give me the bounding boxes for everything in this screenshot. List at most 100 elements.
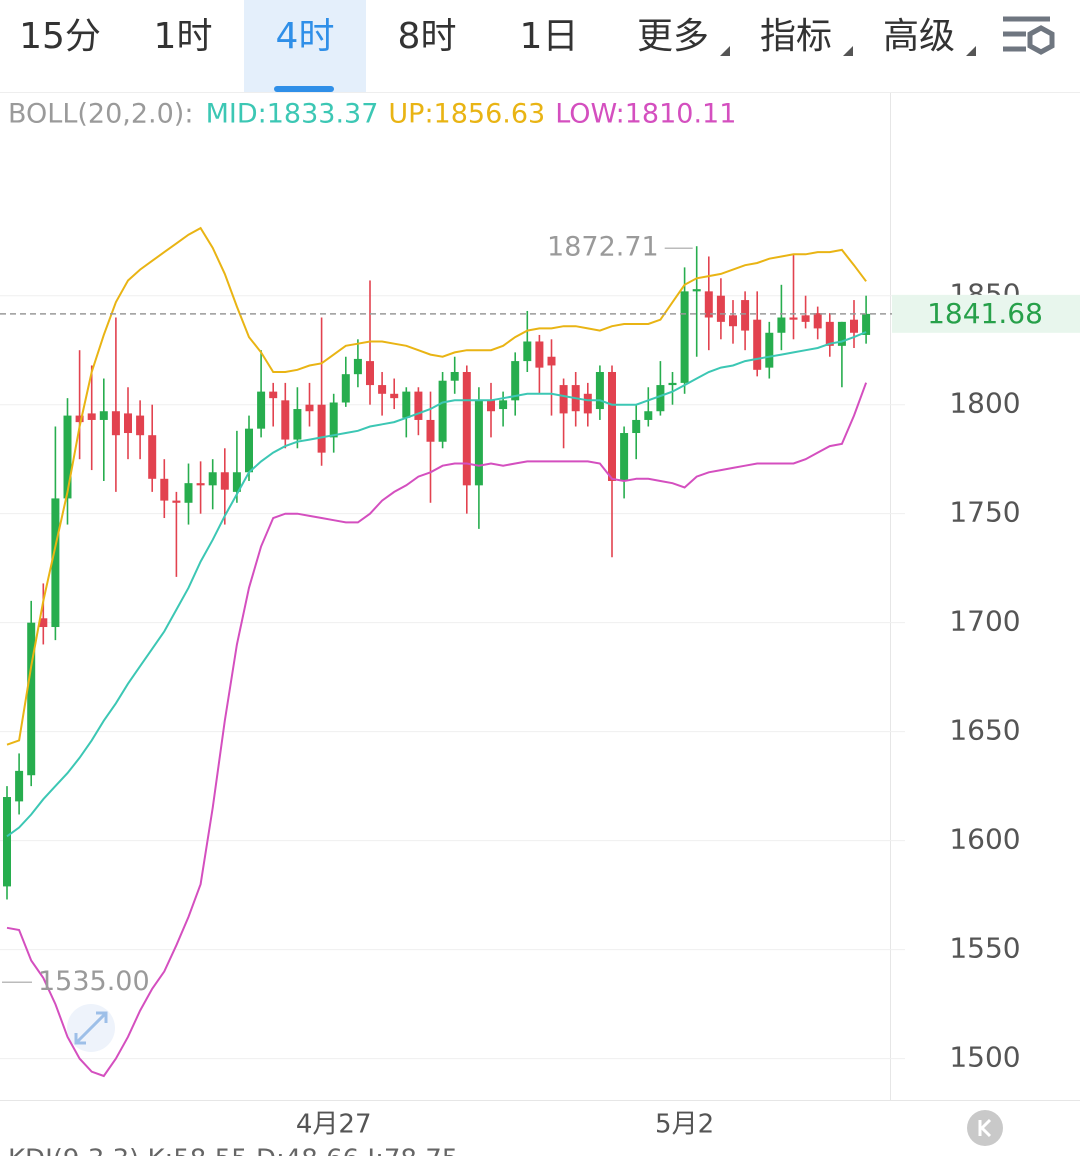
candle-body: [474, 400, 483, 486]
candle-body: [341, 374, 350, 403]
candle-body: [680, 291, 689, 383]
candle-body: [390, 393, 399, 399]
candle-body: [487, 400, 495, 412]
legend-entry: LOW:1810.11: [555, 99, 736, 130]
indicator-label: BOLL(20,2.0):: [8, 99, 193, 130]
current-price-label: 1841.68: [927, 297, 1043, 330]
y-tick-label: 1700: [949, 605, 1020, 638]
y-tick-label: 1600: [949, 823, 1020, 856]
candle-body: [51, 498, 60, 628]
candle-body: [583, 393, 592, 414]
candle-body: [620, 433, 629, 481]
candle-body: [789, 317, 798, 320]
boll-line: [6, 382, 868, 1078]
candle-body: [329, 402, 338, 438]
sub-indicator-label: KDJ(9,3,3) K:58.55 D:48.66 J:78.75: [8, 1145, 458, 1157]
candle-body: [462, 371, 471, 486]
candle-body: [668, 382, 677, 386]
candle-body: [813, 313, 822, 329]
candle-body: [196, 483, 205, 486]
candle-body: [269, 391, 278, 399]
expand-icon[interactable]: [67, 1004, 115, 1052]
y-tick-label: 1750: [949, 496, 1020, 529]
candle-body: [99, 411, 108, 420]
toolbar-tab[interactable]: 1时: [154, 16, 213, 57]
toolbar-tab[interactable]: 1日: [520, 16, 579, 57]
candle-body: [111, 411, 120, 436]
candle-body: [160, 478, 169, 501]
legend-entry: MID:1833.37: [206, 99, 379, 130]
candle-body: [75, 415, 84, 423]
candle-body: [547, 356, 556, 366]
candle-body: [704, 291, 713, 318]
max-label: 1872.71: [547, 232, 659, 263]
current-price-bg: [892, 294, 1080, 333]
toolbar-tab[interactable]: 4时: [276, 16, 335, 57]
candle-body: [15, 770, 24, 802]
candle-body: [136, 415, 145, 436]
y-tick-label: 1500: [949, 1041, 1020, 1074]
candle-body: [850, 319, 858, 333]
toolbar-tab[interactable]: 指标: [760, 16, 832, 57]
candle-body: [656, 385, 665, 412]
y-tick-label: 1650: [949, 714, 1020, 747]
candle-body: [353, 358, 362, 375]
candle-body: [366, 361, 374, 386]
candle-body: [837, 321, 846, 346]
candle-body: [293, 409, 302, 440]
settings-icon[interactable]: [1003, 16, 1055, 55]
toolbar-tab[interactable]: 15分: [19, 16, 101, 57]
candle-body: [741, 300, 750, 331]
active-tab-bg: [244, 0, 366, 92]
candle-body: [535, 341, 544, 368]
candle-body: [523, 341, 532, 362]
boll-line: [6, 331, 867, 838]
dropdown-carets: [720, 46, 976, 56]
x-tick-label: 5月2: [655, 1110, 714, 1140]
candle-body: [511, 361, 520, 401]
active-tab-indicator: [274, 86, 334, 92]
candle-body: [87, 413, 96, 420]
candle-body: [753, 319, 762, 370]
candle-body: [644, 411, 653, 420]
candle-body: [257, 391, 266, 429]
legend-entry: UP:1856.63: [388, 99, 545, 130]
candle-body: [208, 472, 217, 486]
scroll-to-latest-button[interactable]: [967, 1110, 1003, 1146]
min-label: 1535.00: [38, 966, 150, 997]
candle-body: [729, 315, 737, 327]
candle-body: [765, 332, 774, 368]
candle-body: [232, 472, 241, 492]
y-tick-label: 1800: [949, 387, 1020, 420]
candle-body: [39, 618, 48, 628]
candle-body: [801, 315, 810, 322]
candle-body: [378, 385, 387, 394]
candle-body: [63, 415, 72, 499]
candle-body: [414, 391, 423, 420]
toolbar-tab[interactable]: 高级: [883, 16, 955, 57]
candle-body: [305, 404, 314, 412]
candle-body: [608, 371, 616, 481]
candle-body: [426, 419, 435, 442]
x-tick-label: 4月27: [296, 1110, 372, 1140]
candle-body: [172, 500, 181, 503]
candle-body: [3, 797, 11, 887]
candle-body: [148, 435, 157, 479]
candle-body: [317, 404, 326, 453]
candle-body: [716, 295, 725, 322]
candle-body: [559, 385, 568, 414]
candle-body: [825, 321, 834, 346]
candle-body: [595, 371, 604, 410]
y-tick-label: 1550: [949, 932, 1020, 965]
toolbar-tab[interactable]: 8时: [398, 16, 457, 57]
candle-body: [450, 371, 459, 381]
candle-body: [27, 622, 36, 776]
boll-line: [6, 226, 867, 746]
candle-body: [245, 428, 253, 473]
candle-body: [692, 289, 701, 292]
candle-body: [124, 413, 132, 434]
toolbar-tab[interactable]: 更多: [637, 16, 709, 57]
candle-body: [777, 317, 786, 333]
candle-body: [632, 419, 641, 434]
